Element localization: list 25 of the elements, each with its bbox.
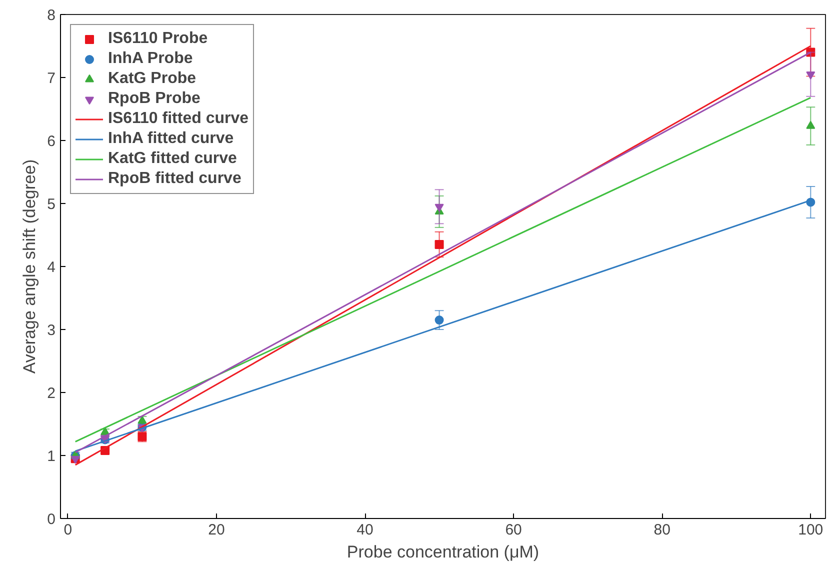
y-tick-label: 3 — [47, 322, 56, 339]
x-tick-label: 0 — [64, 522, 72, 538]
y-tick-label: 2 — [47, 385, 56, 402]
y-tick-label: 0 — [47, 511, 56, 528]
x-axis-title: Probe concentration (μM) — [346, 542, 540, 562]
y-tick-label: 7 — [47, 70, 56, 87]
x-tick-label: 80 — [654, 522, 670, 538]
legend-label: RpoB Probe — [108, 90, 200, 108]
legend-label: RpoB fitted curve — [108, 170, 242, 188]
legend-label: KatG fitted curve — [108, 150, 237, 168]
legend-label: KatG Probe — [108, 70, 196, 88]
legend-label: IS6110 Probe — [108, 30, 208, 48]
y-tick-label: 8 — [47, 7, 56, 24]
y-tick-label: 4 — [47, 259, 56, 276]
legend-label: InhA fitted curve — [108, 130, 234, 148]
y-tick-label: 5 — [47, 196, 56, 213]
x-tick-label: 60 — [505, 522, 522, 538]
y-axis-title: Average angle shift (degree) — [20, 159, 40, 374]
x-tick-label: 100 — [798, 522, 824, 538]
x-tick-label: 20 — [208, 522, 225, 538]
x-tick-label: 40 — [356, 522, 374, 538]
legend-label: InhA Probe — [108, 50, 193, 68]
y-tick-label: 1 — [47, 448, 56, 465]
legend-label: IS6110 fitted curve — [108, 110, 249, 128]
y-tick-label: 6 — [47, 133, 56, 150]
